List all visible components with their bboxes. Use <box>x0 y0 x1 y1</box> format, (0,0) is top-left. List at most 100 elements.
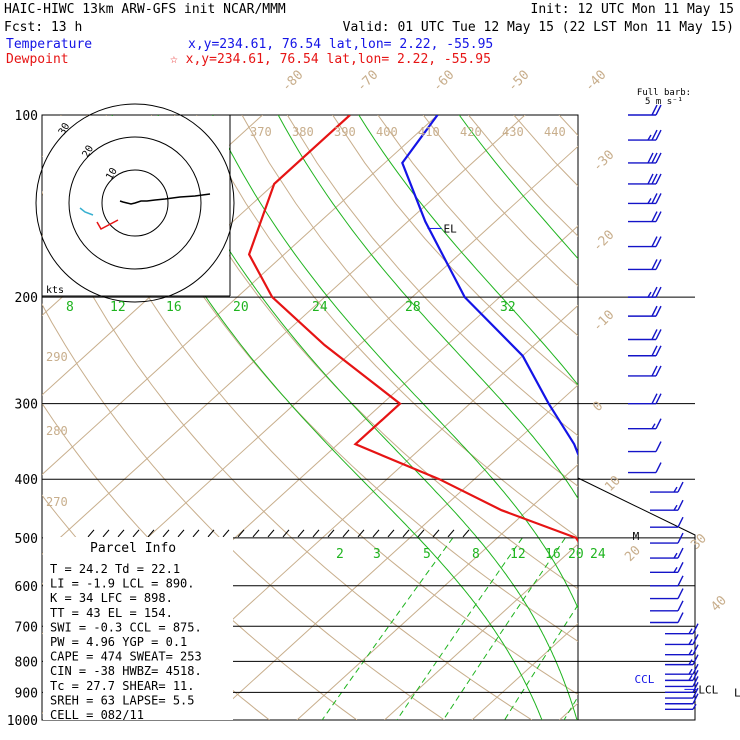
mixing-ratio-label: 12 <box>510 547 526 562</box>
wind-barb-flag <box>651 173 658 185</box>
wind-barb <box>628 129 662 141</box>
wind-barb <box>650 588 684 600</box>
moist-adiabat-line <box>586 115 740 720</box>
wind-barb <box>665 687 699 699</box>
freezing-level-hatch <box>297 529 305 538</box>
freezing-level-hatch <box>312 529 320 538</box>
parcel-info-row: SWI = -0.3 CCL = 875. <box>50 620 202 634</box>
wind-barb-flag <box>651 259 658 270</box>
wind-barb <box>650 532 684 544</box>
wind-barb <box>650 499 684 511</box>
dry-adiabat-line <box>695 115 740 720</box>
wind-barb-flag <box>651 193 658 204</box>
isotherm-line <box>384 543 578 720</box>
wind-barb <box>628 236 662 248</box>
freezing-level-hatch <box>387 529 395 538</box>
hodograph-ring-label: 30 <box>57 121 73 137</box>
isotherm-label: 40 <box>708 593 730 615</box>
wind-barb <box>628 152 662 164</box>
isotherm-line <box>559 702 578 720</box>
wind-barb-half-flag <box>647 134 652 141</box>
wind-barb-flag <box>692 654 699 665</box>
moist-adiabat-line <box>458 115 578 260</box>
wind-barb <box>628 418 662 430</box>
freezing-level-hatch <box>447 529 455 538</box>
pressure-tick-label: 500 <box>15 532 38 547</box>
wind-barb-flag <box>651 236 658 247</box>
wind-barb-flag <box>655 211 662 222</box>
wind-barb-flag <box>655 259 662 270</box>
pressure-tick-label: 600 <box>15 580 38 595</box>
wind-barb-flag <box>651 211 658 222</box>
wind-barb <box>628 441 662 453</box>
wind-barb-flag <box>655 345 662 357</box>
wind-barb-flag <box>655 393 662 404</box>
dewpoint-profile-line <box>247 115 578 543</box>
parcel-info-row: SREH = 63 LAPSE= 5.5 <box>50 693 195 707</box>
isotherm-label: -70 <box>354 68 381 95</box>
wind-barb-half-flag <box>673 566 678 573</box>
dry-adiabat-line <box>468 115 578 237</box>
pressure-tick-label: 1000 <box>7 714 38 729</box>
isotherm-label: -10 <box>590 308 617 335</box>
wind-barb-flag <box>677 612 684 623</box>
wind-barb-half-flag <box>688 649 693 656</box>
dry-adiabat-line <box>105 115 578 642</box>
freezing-level-hatch <box>327 529 335 538</box>
dry-adiabat-line <box>332 115 578 387</box>
wind-barb <box>628 286 662 298</box>
wind-barb-flag <box>651 104 658 116</box>
wind-barb-flag <box>651 329 658 340</box>
wind-barb-half-flag <box>692 703 697 710</box>
isotherm-label: -60 <box>430 68 457 95</box>
wind-barb-half-flag <box>647 198 652 204</box>
mixing-ratio-label: 24 <box>590 547 606 562</box>
wind-barb <box>628 211 662 223</box>
wind-barb-half-flag <box>688 639 693 645</box>
wind-barb <box>628 173 662 185</box>
dry-adiabat-line <box>422 115 578 287</box>
wind-barb <box>665 676 699 688</box>
freezing-level-hatch <box>147 529 155 538</box>
dry-adiabat-line <box>377 115 578 337</box>
barb-scale-note: Full barb: <box>637 88 691 98</box>
wind-barb-flag <box>692 634 699 645</box>
wind-barb-flag <box>655 129 662 141</box>
hodograph-ring <box>68 136 202 270</box>
moist-adiabat-label: 24 <box>312 300 328 315</box>
wind-barb-flag <box>655 462 662 473</box>
barb-scale-units: 5 m s⁻¹ <box>645 97 683 107</box>
wind-barb <box>650 547 684 559</box>
temperature-location: x,y=234.61, 76.54 lat,lon= 2.22, -55.95 <box>188 37 493 52</box>
wind-barb-flag <box>692 682 699 693</box>
parcel-info-box: Parcel Info T = 24.2 Td = 22.1LI = -1.9 … <box>43 537 233 722</box>
header-valid-time: Valid: 01 UTC Tue 12 May 15 (22 LST Mon … <box>343 20 734 35</box>
moist-adiabat-line <box>157 115 578 720</box>
mixing-ratio-label: 3 <box>373 547 381 562</box>
hodograph-ring-label: 10 <box>104 166 120 182</box>
wind-barb-flag <box>655 286 662 298</box>
freezing-level-hatch <box>237 529 245 538</box>
wind-barb <box>650 481 684 493</box>
wind-barb <box>650 612 684 624</box>
isotherm-label: -40 <box>582 68 609 95</box>
parcel-info-row: CAPE = 474 SWEAT= 253 <box>50 650 202 664</box>
freezing-level-hatch <box>282 529 290 538</box>
wind-barb-half-flag <box>647 291 652 298</box>
wind-barb-half-flag <box>673 552 678 559</box>
isotherm-line <box>647 115 740 720</box>
wind-barb-half-flag <box>651 423 656 430</box>
hodograph-trace <box>119 193 211 205</box>
wind-barb-flag <box>677 547 684 559</box>
hodograph-ring-label: 20 <box>81 144 97 160</box>
wind-barb-flag <box>677 481 684 493</box>
wind-barb <box>665 703 697 710</box>
isotherm-line <box>735 115 740 720</box>
wind-barb-flag <box>651 393 658 404</box>
wind-barb-flag <box>651 305 658 317</box>
wind-barb-flag <box>647 173 654 185</box>
wind-barb <box>665 623 699 635</box>
dry-adiabat-line <box>196 115 578 538</box>
level-marker-ccl: CCL <box>634 673 654 686</box>
dry-adiabat-line <box>60 115 578 696</box>
